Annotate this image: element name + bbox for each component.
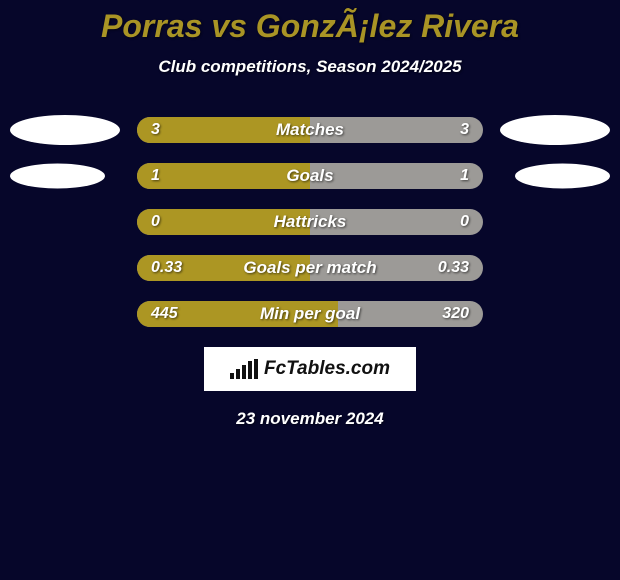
brand-logo: FcTables.com — [204, 347, 416, 391]
brand-text: FcTables.com — [264, 358, 390, 380]
stat-bar-left — [137, 163, 310, 189]
stat-value-right: 0.33 — [438, 259, 469, 277]
player-oval-right — [500, 115, 610, 145]
stat-row: 0.33 0.33 Goals per match — [10, 255, 610, 281]
stat-label: Hattricks — [274, 212, 347, 232]
stat-value-left: 0 — [151, 213, 160, 231]
stat-bar-track: 3 3 Matches — [137, 117, 483, 143]
stat-value-left: 0.33 — [151, 259, 182, 277]
stats-area: 3 3 Matches 1 1 Goals 0 0 Hattricks 0.33 0.33 Goals… — [0, 117, 620, 327]
stat-bar-track: 445 320 Min per goal — [137, 301, 483, 327]
stat-value-right: 1 — [460, 167, 469, 185]
stat-value-right: 320 — [442, 305, 469, 323]
date-label: 23 november 2024 — [0, 409, 620, 429]
page-title: Porras vs GonzÃ¡lez Rivera — [0, 0, 620, 45]
stat-row: 445 320 Min per goal — [10, 301, 610, 327]
stat-bar-track: 0.33 0.33 Goals per match — [137, 255, 483, 281]
stat-row: 3 3 Matches — [10, 117, 610, 143]
stat-row: 1 1 Goals — [10, 163, 610, 189]
bar-chart-icon — [230, 359, 258, 379]
stat-value-right: 3 — [460, 121, 469, 139]
stat-label: Min per goal — [260, 304, 360, 324]
stat-label: Goals — [286, 166, 333, 186]
stat-value-left: 445 — [151, 305, 178, 323]
stat-bar-track: 1 1 Goals — [137, 163, 483, 189]
stat-row: 0 0 Hattricks — [10, 209, 610, 235]
stat-value-left: 3 — [151, 121, 160, 139]
stat-label: Goals per match — [243, 258, 376, 278]
stat-bar-track: 0 0 Hattricks — [137, 209, 483, 235]
stat-label: Matches — [276, 120, 344, 140]
comparison-card: Porras vs GonzÃ¡lez Rivera Club competit… — [0, 0, 620, 580]
player-oval-left — [10, 115, 120, 145]
stat-value-right: 0 — [460, 213, 469, 231]
subtitle: Club competitions, Season 2024/2025 — [0, 57, 620, 77]
player-oval-left — [10, 164, 105, 189]
stat-value-left: 1 — [151, 167, 160, 185]
player-oval-right — [515, 164, 610, 189]
